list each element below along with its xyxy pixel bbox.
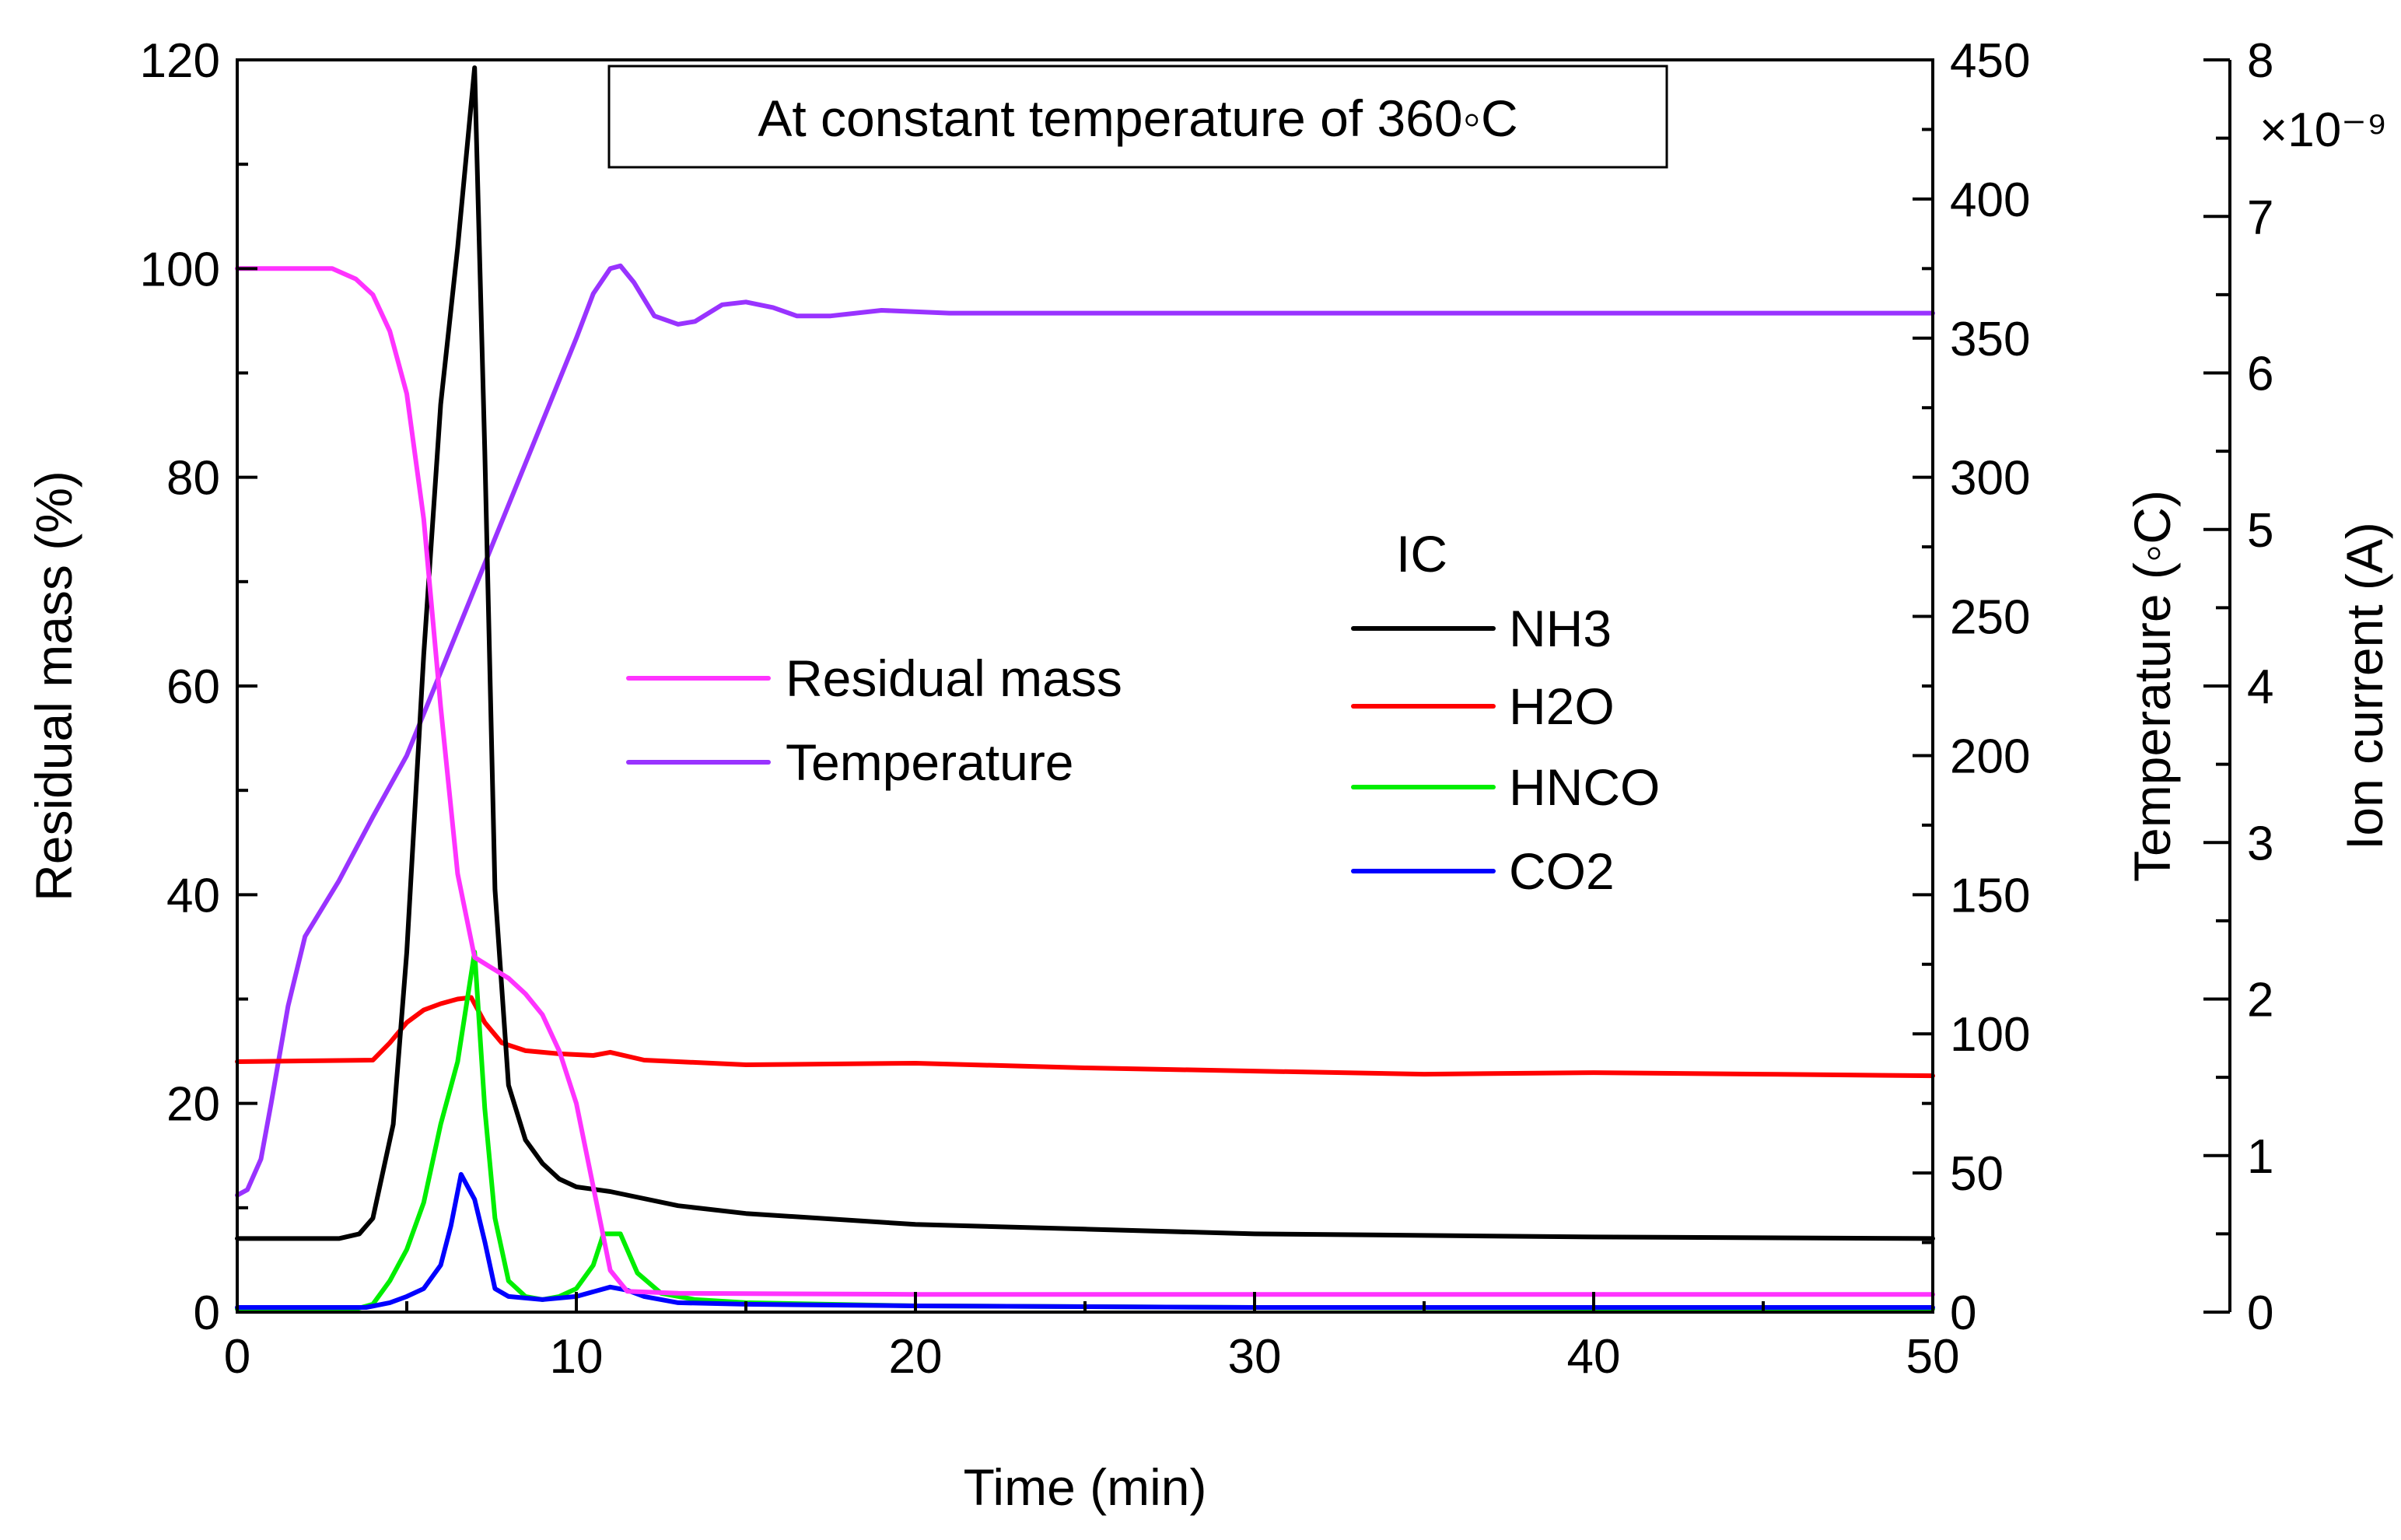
ion-tick-label: 2	[2247, 974, 2273, 1027]
left-tick-label: 60	[166, 660, 220, 714]
ion-tick-label: 5	[2247, 504, 2273, 558]
annotation-box	[607, 65, 1668, 169]
x-axis-title: Time (min)	[964, 1458, 1207, 1516]
legend-label-hnco: HNCO	[1509, 758, 1660, 816]
x-tick-label: 40	[1567, 1330, 1621, 1384]
ion-axis-multiplier: ×10⁻⁹	[2259, 103, 2387, 157]
ticks-layer: 0 10 20 30 40 5002040608010012005010015020025…	[140, 34, 2274, 1384]
x-tick-label: 20	[889, 1330, 943, 1384]
temp-tick-label: 450	[1950, 34, 2030, 88]
series-line-h2o	[235, 995, 1935, 1079]
temp-tick-label: 100	[1950, 1008, 2030, 1062]
series-line-hnco	[235, 950, 1935, 1311]
x-tick-label: 30	[1228, 1330, 1282, 1384]
ion-tick-label: 6	[2247, 348, 2273, 401]
series-line-nh3	[235, 65, 1935, 1241]
left-tick-label: 80	[166, 452, 220, 506]
ion-tick-label: 4	[2247, 660, 2273, 714]
series-line-co2	[235, 1171, 1935, 1310]
legend-ic: IC NH3 H2O HNCO CO2	[1351, 525, 1660, 900]
ion-tick-label: 3	[2247, 817, 2273, 870]
legend-ic-title: IC	[1396, 525, 1447, 583]
left-tick-label: 0	[194, 1286, 220, 1340]
ion-tick-label: 1	[2247, 1130, 2273, 1184]
x-tick-label: 0	[224, 1330, 250, 1384]
temp-axis-title: Temperature (◦C)	[2123, 490, 2181, 882]
left-tick-label: 40	[166, 869, 220, 922]
temp-tick-label: 350	[1950, 313, 2030, 366]
left-tick-label: 20	[166, 1078, 220, 1132]
annotation: At constant temperature of 360◦C	[607, 65, 1668, 169]
temp-tick-label: 300	[1950, 452, 2030, 506]
ion-tick-label: 0	[2247, 1286, 2273, 1340]
x-tick-label: 10	[550, 1330, 604, 1384]
legend-label-h2o: H2O	[1509, 677, 1615, 735]
left-tick-label: 120	[140, 34, 220, 88]
series-layer	[235, 65, 1935, 1311]
left-tick-label: 100	[140, 243, 220, 296]
temp-tick-label: 200	[1950, 730, 2030, 783]
ion-axis-title: Ion current (A)	[2336, 522, 2393, 850]
legend-label-co2: CO2	[1509, 842, 1615, 900]
legend-label-nh3: NH3	[1509, 600, 1612, 657]
legend-label-temperature: Temperature	[786, 733, 1074, 791]
series-line-temperature	[235, 263, 1935, 1198]
annotation-text: At constant temperature of 360◦C	[758, 89, 1517, 147]
temp-tick-label: 400	[1950, 173, 2030, 227]
temp-tick-label: 150	[1950, 869, 2030, 922]
temp-tick-label: 250	[1950, 591, 2030, 645]
x-tick-label: 50	[1906, 1330, 1960, 1384]
series-line-residual-mass	[235, 266, 1935, 1297]
legend-main: Residual mass Temperature	[626, 649, 1122, 791]
legend-label-residual-mass: Residual mass	[786, 649, 1122, 707]
temp-tick-label: 0	[1950, 1286, 1976, 1340]
ion-tick-label: 8	[2247, 34, 2273, 88]
temp-tick-label: 50	[1950, 1147, 2004, 1201]
ion-tick-label: 7	[2247, 191, 2273, 244]
left-axis-title: Residual mass (%)	[25, 471, 82, 901]
